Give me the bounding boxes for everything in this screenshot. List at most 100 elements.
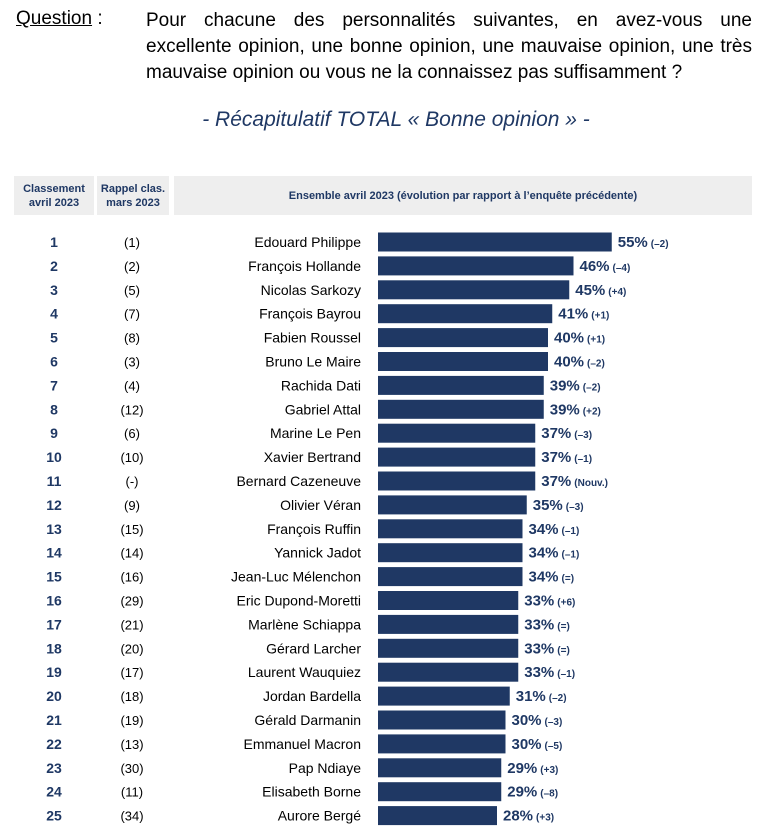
person-name-label: Elisabeth Borne <box>262 784 361 800</box>
change-label: (=) <box>557 621 570 632</box>
rank-label: 14 <box>46 545 62 561</box>
value-label: 37% (Nouv.) <box>541 473 608 490</box>
question-text: Pour chacune des personnalités suivantes… <box>146 10 752 83</box>
value-percent: 37% <box>541 473 571 490</box>
bar <box>378 686 510 706</box>
previous-rank-label: (34) <box>120 809 143 824</box>
bar <box>378 662 519 682</box>
value-label: 34% (–1) <box>529 521 580 538</box>
previous-rank-label: (20) <box>120 641 143 656</box>
value-percent: 29% <box>507 760 537 777</box>
value-percent: 37% <box>541 449 571 466</box>
person-name-label: Yannick Jadot <box>274 545 361 561</box>
previous-rank-label: (29) <box>120 594 143 609</box>
value-percent: 33% <box>524 664 554 681</box>
value-label: 28% (+3) <box>503 808 554 825</box>
bar-chart: 1 (1) Edouard Philippe 55% (–2)2 (2) François … <box>46 232 669 826</box>
change-label: (–1) <box>562 550 580 561</box>
value-label: 46% (–4) <box>580 258 631 275</box>
value-label: 37% (–3) <box>541 425 592 442</box>
change-label: (–2) <box>583 382 601 393</box>
change-label: (+3) <box>540 765 558 776</box>
value-percent: 33% <box>524 593 554 610</box>
value-percent: 37% <box>541 425 571 442</box>
bar <box>378 782 502 802</box>
value-percent: 34% <box>529 521 559 538</box>
bar <box>378 256 574 276</box>
change-label: (+1) <box>587 335 605 346</box>
rank-label: 5 <box>50 330 58 346</box>
person-name-label: Gérard Larcher <box>266 640 361 656</box>
bar <box>378 758 502 778</box>
previous-rank-label: (10) <box>120 450 143 465</box>
person-name-label: Jean-Luc Mélenchon <box>231 569 361 585</box>
value-percent: 40% <box>554 354 584 371</box>
bar <box>378 232 612 252</box>
rank-label: 23 <box>46 760 62 776</box>
previous-rank-label: (21) <box>120 617 143 632</box>
person-name-label: Nicolas Sarkozy <box>261 282 361 298</box>
value-label: 39% (–2) <box>550 377 601 394</box>
value-percent: 55% <box>618 234 648 251</box>
bar <box>378 806 497 826</box>
person-name-label: Eric Dupond-Moretti <box>237 593 362 609</box>
change-label: (+4) <box>608 287 626 298</box>
person-name-label: Jordan Bardella <box>263 688 361 704</box>
rank-label: 9 <box>50 425 58 441</box>
value-percent: 46% <box>580 258 610 275</box>
value-percent: 30% <box>512 736 542 753</box>
value-label: 34% (=) <box>529 569 575 586</box>
value-label: 37% (–1) <box>541 449 592 466</box>
value-label: 55% (–2) <box>618 234 669 251</box>
value-percent: 34% <box>529 569 559 586</box>
previous-rank-label: (30) <box>120 761 143 776</box>
person-name-label: Aurore Bergé <box>278 808 361 824</box>
value-percent: 33% <box>524 640 554 657</box>
rank-label: 4 <box>50 306 58 322</box>
change-label: (–2) <box>587 359 605 370</box>
person-name-label: Olivier Véran <box>280 497 361 513</box>
value-percent: 29% <box>507 784 537 801</box>
previous-rank-label: (12) <box>120 402 143 417</box>
change-label: (–3) <box>574 430 592 441</box>
rank-label: 7 <box>50 377 58 393</box>
person-name-label: Gérald Darmanin <box>254 712 361 728</box>
rank-label: 21 <box>46 712 62 728</box>
bar <box>378 543 523 563</box>
header-rank: Classement avril 2023 <box>14 176 94 215</box>
value-label: 40% (–2) <box>554 354 605 371</box>
bar <box>378 375 544 395</box>
value-percent: 35% <box>533 497 563 514</box>
rank-label: 16 <box>46 593 62 609</box>
value-percent: 33% <box>524 616 554 633</box>
rank-label: 8 <box>50 401 58 417</box>
bar <box>378 519 523 539</box>
person-name-label: Marine Le Pen <box>270 425 361 441</box>
previous-rank-label: (11) <box>121 785 143 800</box>
value-label: 39% (+2) <box>550 401 601 418</box>
rank-label: 18 <box>46 640 62 656</box>
bar <box>378 423 536 443</box>
rank-label: 13 <box>46 521 62 537</box>
previous-rank-label: (17) <box>120 665 143 680</box>
value-label: 35% (–3) <box>533 497 584 514</box>
rank-label: 3 <box>50 282 58 298</box>
bar <box>378 591 519 610</box>
person-name-label: Fabien Roussel <box>264 330 361 346</box>
question-label: Question : <box>16 8 103 29</box>
change-label: (–1) <box>562 526 580 537</box>
change-label: (–3) <box>545 717 563 728</box>
header-main: Ensemble avril 2023 (évolution par rappo… <box>174 176 752 215</box>
previous-rank-label: (4) <box>124 378 140 393</box>
value-label: 33% (–1) <box>524 664 575 681</box>
question-block: Question : Pour chacune des personnalité… <box>16 8 752 88</box>
change-label: (–2) <box>549 693 567 704</box>
value-label: 33% (+6) <box>524 593 575 610</box>
rank-label: 12 <box>46 497 62 513</box>
rank-label: 2 <box>50 258 58 274</box>
previous-rank-label: (-) <box>126 474 139 489</box>
bar <box>378 447 536 467</box>
rank-label: 11 <box>47 473 62 489</box>
bar <box>378 471 536 491</box>
change-label: (Nouv.) <box>574 478 608 489</box>
